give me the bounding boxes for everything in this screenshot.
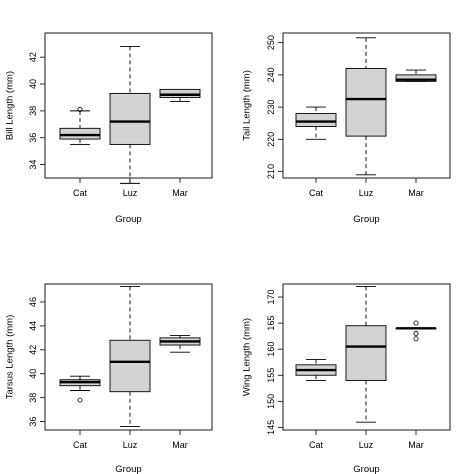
y-tick-label: 36 bbox=[28, 133, 38, 143]
box-body bbox=[345, 325, 387, 381]
y-tick-label: 44 bbox=[28, 321, 38, 331]
box-body bbox=[109, 339, 151, 393]
box-luz bbox=[345, 37, 387, 176]
box-body bbox=[159, 88, 201, 98]
outlier-point bbox=[413, 320, 419, 326]
y-tick-label: 40 bbox=[28, 79, 38, 89]
x-tick-label: Mar bbox=[172, 440, 188, 450]
x-tick-label: Mar bbox=[408, 440, 424, 450]
y-tick-label: 42 bbox=[28, 345, 38, 355]
x-tick-label: Cat bbox=[309, 188, 324, 198]
box-body bbox=[345, 67, 387, 137]
box-luz bbox=[109, 45, 151, 184]
outlier-point bbox=[77, 397, 83, 403]
box-mar bbox=[395, 69, 437, 82]
y-tick-label: 170 bbox=[266, 290, 276, 305]
box-mar bbox=[159, 88, 201, 102]
x-tick-label: Luz bbox=[359, 188, 374, 198]
y-tick-label: 36 bbox=[28, 417, 38, 427]
y-tick-label: 40 bbox=[28, 369, 38, 379]
chart-panel-1: 34 36 38 40 42 Cat Luz Mar Bill Length (mm) Group bbox=[5, 32, 213, 225]
x-tick-label: Mar bbox=[408, 188, 424, 198]
y-tick-label: 165 bbox=[266, 316, 276, 331]
y-tick-label: 230 bbox=[266, 100, 276, 115]
box-body bbox=[295, 113, 337, 127]
x-tick-label: Cat bbox=[73, 440, 88, 450]
x-axis-label: Group bbox=[353, 464, 379, 474]
chart-panel-4: 145 150 155 160 165 170 Cat Luz Mar Wing Length (… bbox=[242, 283, 451, 474]
x-axis-label: Group bbox=[353, 214, 379, 225]
box-cat bbox=[59, 107, 101, 145]
y-tick-label: 38 bbox=[28, 106, 38, 116]
outlier-point bbox=[413, 336, 419, 342]
x-tick-label: Luz bbox=[359, 440, 374, 450]
y-tick-label: 150 bbox=[266, 394, 276, 409]
box-luz bbox=[109, 285, 151, 427]
x-tick-label: Luz bbox=[123, 440, 138, 450]
y-tick-label: 38 bbox=[28, 393, 38, 403]
x-tick-label: Cat bbox=[309, 440, 324, 450]
y-tick-label: 42 bbox=[28, 52, 38, 62]
box-luz bbox=[345, 286, 387, 423]
plot-frame bbox=[282, 283, 451, 431]
box-cat bbox=[295, 106, 337, 140]
box-body bbox=[109, 92, 151, 145]
y-tick-label: 145 bbox=[266, 420, 276, 435]
plot-frame bbox=[44, 32, 213, 179]
y-axis-label: Bill Length (mm) bbox=[5, 71, 16, 140]
y-axis-label: Tail Length (mm) bbox=[242, 70, 253, 141]
box-cat bbox=[295, 359, 337, 381]
y-tick-label: 155 bbox=[266, 368, 276, 383]
x-tick-label: Luz bbox=[123, 188, 138, 198]
outlier-point bbox=[77, 107, 83, 113]
y-tick-label: 160 bbox=[266, 342, 276, 357]
box-body bbox=[395, 74, 437, 82]
outlier-point bbox=[413, 331, 419, 337]
plot-frame bbox=[44, 283, 213, 431]
box-body bbox=[59, 127, 101, 140]
box-cat bbox=[59, 375, 101, 403]
y-axis-label: Wing Length (mm) bbox=[242, 318, 253, 396]
y-axis-label: Tarsus Length (mm) bbox=[5, 315, 16, 399]
plot-frame bbox=[282, 32, 451, 179]
chart-panel-2: 210 220 230 240 250 Cat Luz Mar Tail Length (mm)… bbox=[242, 32, 451, 225]
chart-panel-3: 36 38 40 42 44 46 Cat Luz Mar Tarsus Length (mm) G… bbox=[5, 283, 213, 474]
y-tick-label: 250 bbox=[266, 35, 276, 50]
x-tick-label: Cat bbox=[73, 188, 88, 198]
box-mar bbox=[395, 320, 437, 342]
y-tick-label: 210 bbox=[266, 164, 276, 179]
box-mar bbox=[159, 335, 201, 353]
y-tick-label: 46 bbox=[28, 297, 38, 307]
x-axis-label: Group bbox=[115, 214, 141, 225]
y-tick-label: 240 bbox=[266, 67, 276, 82]
x-axis-label: Group bbox=[115, 464, 141, 474]
x-tick-label: Mar bbox=[172, 188, 188, 198]
y-tick-label: 34 bbox=[28, 160, 38, 170]
y-tick-label: 220 bbox=[266, 132, 276, 147]
